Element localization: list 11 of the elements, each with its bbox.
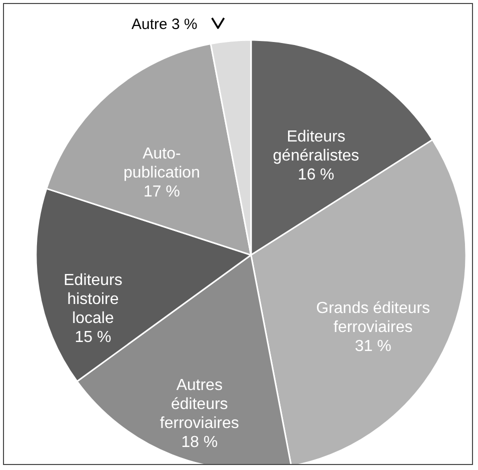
data-label: 16 % — [298, 166, 334, 184]
slice-label: Editeurs généralistes — [272, 128, 360, 165]
slice-label: Autre 3 % — [131, 16, 198, 34]
slice-label: Grands éditeurs ferroviaires — [316, 300, 430, 336]
data-label: 18 % — [181, 434, 218, 452]
slice-label: Editeurs histoire locale — [64, 272, 122, 328]
slice-label: Auto-publication — [123, 146, 200, 182]
data-label: 15 % — [74, 329, 112, 346]
slice-label: Autres éditeurs ferroviaires — [160, 377, 240, 432]
data-label: 31 % — [354, 338, 392, 355]
data-label: 17 % — [143, 184, 180, 201]
